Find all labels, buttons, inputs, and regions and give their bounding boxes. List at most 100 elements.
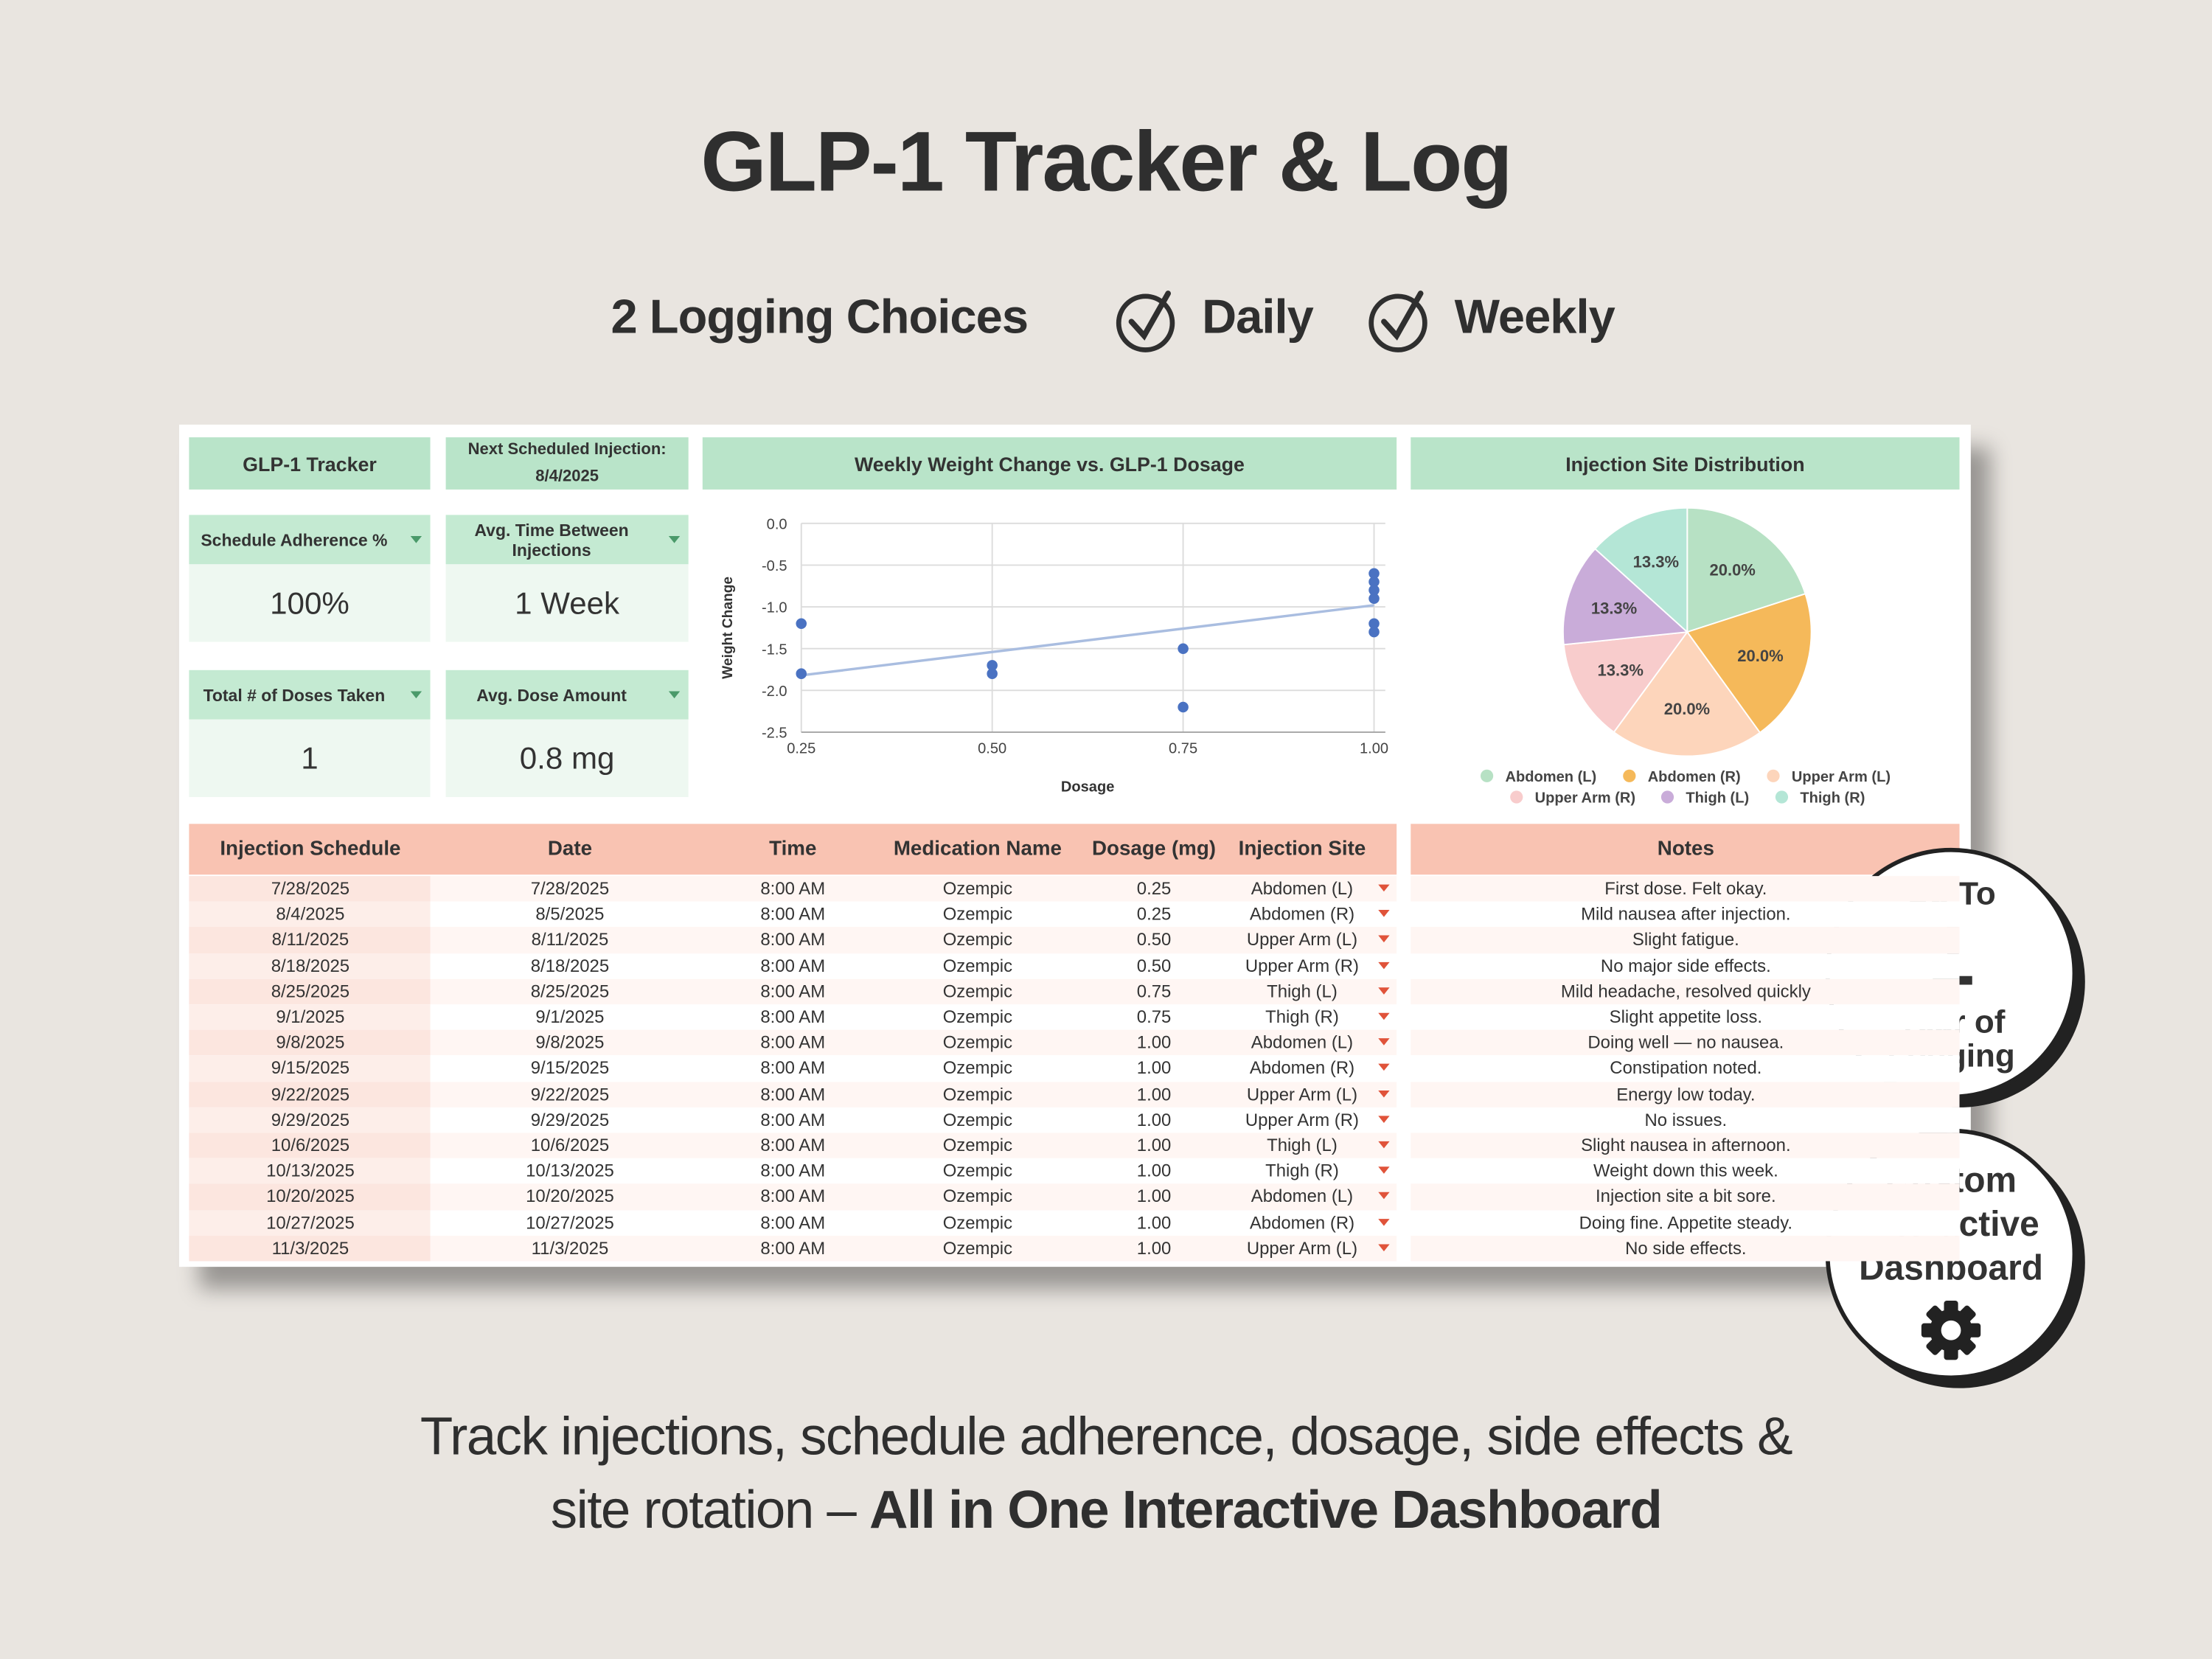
table-cell: 1.00: [1136, 1238, 1172, 1259]
notes-row: [1411, 1158, 1960, 1184]
table-cell: Ozempic: [942, 878, 1013, 899]
kpi-value: 1: [189, 719, 431, 797]
table-cell: Ozempic: [942, 930, 1013, 950]
table-cell: 8:00 AM: [760, 1238, 826, 1259]
schedule-cell-bg: [189, 901, 431, 928]
schedule-cell-bg: [189, 1158, 431, 1184]
table-cell: 1.00: [1136, 1186, 1172, 1207]
schedule-cell-bg: [189, 953, 431, 979]
footer-line: Track injections, schedule adherence, do…: [420, 1408, 1793, 1467]
notes-row: [1411, 1004, 1960, 1031]
dropdown-arrow[interactable]: [1378, 1090, 1390, 1097]
footer-text: site rotation –: [550, 1481, 857, 1541]
option-label: Weekly: [1454, 291, 1615, 344]
check-icon: [1368, 291, 1427, 352]
table-cell: Thigh (R): [1265, 1007, 1339, 1027]
pie-slice: [1593, 507, 1688, 634]
pie-label: 20.0%: [1664, 700, 1710, 718]
table-cell: No issues.: [1644, 1110, 1728, 1130]
table-cell: Ozempic: [942, 1084, 1013, 1105]
table-cell: 10/6/2025: [271, 1135, 350, 1155]
dropdown-arrow[interactable]: [1378, 884, 1390, 892]
table-cell: Ozempic: [942, 1161, 1013, 1181]
table-cell: Ozempic: [942, 1032, 1013, 1053]
table-cell: 8:00 AM: [760, 1058, 826, 1079]
pie-slice: [1686, 593, 1812, 734]
dropdown-arrow[interactable]: [1378, 987, 1390, 995]
check-mark: [1381, 291, 1424, 341]
table-cell: 9/1/2025: [535, 1007, 605, 1027]
table-cell: Doing well — no nausea.: [1587, 1032, 1784, 1053]
table-cell: 0.75: [1136, 981, 1172, 1002]
table-header: Medication Name: [893, 838, 1062, 861]
dropdown-arrow[interactable]: [1378, 1141, 1390, 1149]
dropdown-arrow[interactable]: [668, 536, 681, 543]
table-cell: 8/25/2025: [271, 981, 350, 1002]
table-cell: 7/28/2025: [530, 878, 610, 899]
schedule-cell-bg: [189, 1081, 431, 1107]
dropdown-arrow[interactable]: [668, 691, 681, 699]
dropdown-arrow[interactable]: [1378, 1064, 1390, 1071]
table-cell: 8:00 AM: [760, 878, 826, 899]
table-cell: 0.25: [1136, 904, 1172, 925]
schedule-cell-bg: [189, 1183, 431, 1210]
table-cell: Upper Arm (L): [1246, 1084, 1358, 1105]
pie-label: 13.3%: [1598, 661, 1644, 680]
scatter-point: [796, 618, 807, 630]
schedule-cell-bg: [189, 1107, 431, 1133]
table-cell: Ozempic: [942, 1135, 1013, 1155]
logging-choices: 2 Logging Choices: [611, 291, 1029, 344]
dropdown-arrow[interactable]: [1378, 1218, 1390, 1225]
dropdown-arrow[interactable]: [410, 536, 422, 543]
pie-label: 13.3%: [1591, 599, 1637, 617]
pie-slice: [1562, 547, 1689, 646]
dropdown-arrow[interactable]: [1378, 961, 1390, 969]
table-cell: 0.50: [1136, 930, 1172, 950]
dropdown-arrow[interactable]: [1378, 1038, 1390, 1046]
pie-label: 20.0%: [1737, 647, 1783, 665]
dropdown-arrow[interactable]: [1378, 1166, 1390, 1175]
table-cell: 10/13/2025: [266, 1161, 355, 1181]
notes-row: [1411, 953, 1960, 979]
table-header: Dosage (mg): [1092, 838, 1217, 861]
pie-label: 20.0%: [1709, 560, 1755, 579]
dropdown-arrow[interactable]: [1378, 1012, 1390, 1020]
table-cell: Upper Arm (L): [1246, 1238, 1358, 1259]
table-cell: 10/6/2025: [530, 1135, 610, 1155]
table-cell: Upper Arm (L): [1246, 930, 1358, 950]
dropdown-arrow[interactable]: [1378, 910, 1390, 917]
gear-icon: [1921, 1301, 1981, 1360]
next-injection: Next Scheduled Injection: 8/4/2025: [445, 437, 689, 490]
schedule-cell-bg: [189, 1235, 431, 1262]
table-header: Time: [769, 838, 817, 861]
legend-label: Thigh (R): [1800, 790, 1865, 807]
option-label: Daily: [1202, 291, 1314, 344]
notes-row: [1411, 1183, 1960, 1210]
dropdown-arrow[interactable]: [1378, 1116, 1390, 1123]
table-cell: Slight fatigue.: [1632, 930, 1739, 950]
table-cell: No major side effects.: [1600, 956, 1771, 976]
table-cell: 1.00: [1136, 1161, 1172, 1181]
table-cell: 8/18/2025: [271, 956, 350, 976]
table-cell: Weight down this week.: [1593, 1161, 1778, 1181]
footer-line: site rotation – All in One Interactive D…: [0, 1481, 2212, 1542]
pie-slice: [1686, 507, 1806, 633]
dropdown-arrow[interactable]: [1378, 1244, 1390, 1251]
table-cell: 9/8/2025: [276, 1032, 345, 1053]
pie-label: 13.3%: [1633, 552, 1679, 571]
notes-row: [1411, 978, 1960, 1005]
gear-hole: [1941, 1320, 1961, 1340]
schedule-cell-bg: [189, 1055, 431, 1082]
legend-swatch: [1623, 769, 1636, 782]
legend-swatch: [1660, 790, 1674, 804]
dropdown-arrow[interactable]: [410, 691, 422, 699]
table-header-row: [189, 824, 1397, 875]
dropdown-arrow[interactable]: [1378, 936, 1390, 943]
x-tick-label: 1.00: [1360, 741, 1388, 757]
pie-slice: [1562, 630, 1689, 734]
table-cell: 9/22/2025: [530, 1084, 610, 1105]
dropdown-arrow[interactable]: [1378, 1192, 1390, 1200]
table-cell: Abdomen (R): [1249, 1212, 1355, 1233]
table-cell: 0.75: [1136, 1007, 1172, 1027]
schedule-cell-bg: [189, 1030, 431, 1056]
